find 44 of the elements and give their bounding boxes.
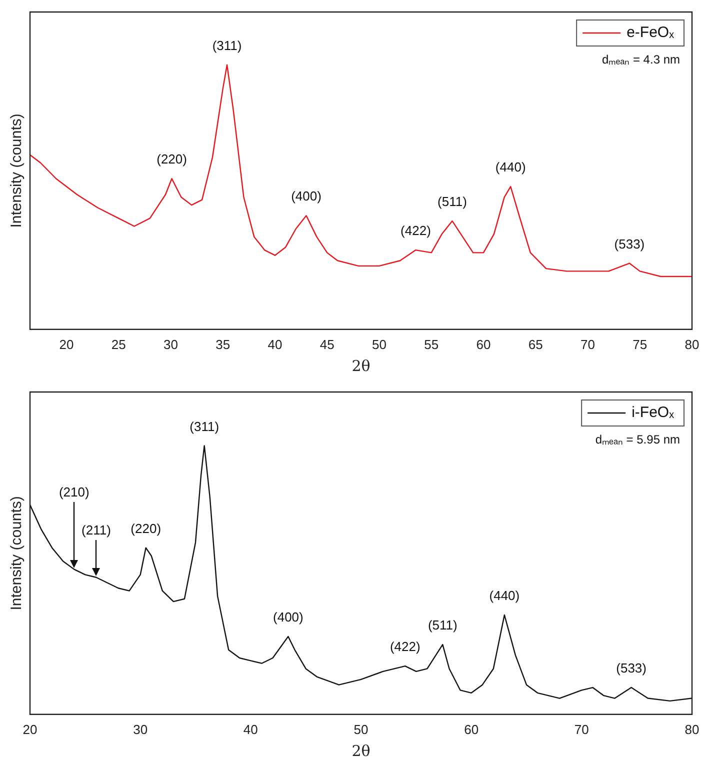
annotation: dₘₑₐₙ = 4.3 nm <box>602 52 680 66</box>
x-tick-label: 70 <box>580 336 595 352</box>
x-tick-label: 30 <box>133 722 148 737</box>
annotation: (422) <box>390 639 420 654</box>
x-tick-label: 80 <box>684 722 700 737</box>
x-tick-label: 20 <box>22 722 38 737</box>
x-tick-label: 80 <box>684 336 700 352</box>
annotation: (220) <box>156 152 187 167</box>
x-tick-label: 75 <box>632 336 648 352</box>
legend-label: i-FeOₓ <box>632 404 674 422</box>
x-tick-label: 50 <box>372 336 386 352</box>
annotation: (211) <box>82 522 111 538</box>
y-axis-title: Intensity (counts) <box>8 114 26 228</box>
annotation: (210) <box>58 484 90 500</box>
annotation: (400) <box>273 610 304 625</box>
annotation: (511) <box>438 194 467 210</box>
x-tick-label: 30 <box>164 336 178 352</box>
annotation: dₘₑₐₙ = 5.95 nm <box>595 432 680 446</box>
x-tick-label: 55 <box>424 336 439 352</box>
annotation: (311) <box>190 418 220 434</box>
x-tick-label: 60 <box>476 336 491 352</box>
annotation: (533) <box>614 236 645 252</box>
x-tick-label: 25 <box>111 336 126 352</box>
annotation: (422) <box>400 223 431 238</box>
annotation: (311) <box>212 38 242 53</box>
annotation: (533) <box>616 660 646 676</box>
x-axis-title: 2θ <box>352 356 370 375</box>
annotation: (440) <box>495 160 526 175</box>
x-tick-label: 40 <box>243 722 258 737</box>
x-axis-title: 2θ <box>352 742 370 760</box>
x-tick-label: 70 <box>574 722 589 737</box>
annotation: (220) <box>130 520 162 536</box>
x-tick-label: 65 <box>528 336 543 352</box>
annotation: (511) <box>428 618 458 633</box>
annotation: (400) <box>291 188 322 204</box>
annotation: (440) <box>489 588 520 604</box>
x-tick-label: 40 <box>268 336 282 352</box>
x-tick-label: 50 <box>354 722 368 737</box>
x-tick-label: 45 <box>320 336 334 352</box>
x-tick-label: 20 <box>59 336 74 352</box>
legend-label: e-FeOₓ <box>626 24 674 42</box>
y-axis-title: Intensity (counts) <box>8 496 26 610</box>
x-tick-label: 35 <box>216 336 230 352</box>
x-tick-label: 60 <box>464 722 479 737</box>
